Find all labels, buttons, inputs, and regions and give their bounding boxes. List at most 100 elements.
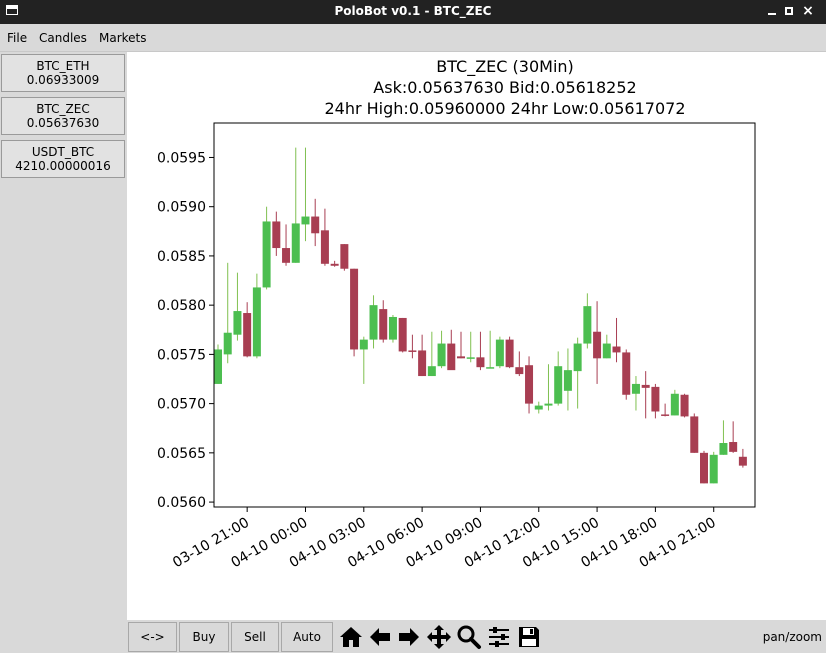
candle-body (622, 352, 631, 395)
candle-body (505, 339, 514, 368)
candle-body (729, 442, 738, 452)
y-tick-label: 0.0575 (157, 347, 206, 363)
candle (612, 317, 621, 363)
candle-body (427, 366, 436, 377)
menu-candles[interactable]: Candles (39, 31, 87, 45)
candle-body (418, 350, 427, 377)
candle (252, 273, 261, 359)
candle-body (272, 221, 281, 249)
market-sidebar: BTC_ETH 0.06933009 BTC_ZEC 0.05637630 US… (0, 52, 127, 653)
maximize-button[interactable] (782, 4, 796, 18)
candle-body (340, 244, 349, 269)
candle-body (573, 343, 582, 372)
forward-arrow-icon[interactable] (396, 624, 422, 650)
candle-body (311, 216, 320, 234)
candle (437, 330, 446, 369)
subplots-icon[interactable] (486, 624, 512, 650)
candle-body (563, 370, 572, 391)
candle (243, 302, 252, 358)
candle-body (369, 305, 378, 340)
candle (340, 244, 349, 271)
candle (729, 421, 738, 453)
candle-body (680, 394, 689, 417)
market-button-usdt-btc[interactable]: USDT_BTC 4210.00000016 (1, 140, 125, 178)
candle-body (282, 248, 291, 263)
candle-body (243, 313, 252, 357)
home-icon[interactable] (338, 624, 364, 650)
candle-body (476, 357, 485, 368)
candle-body (486, 367, 495, 369)
market-price: 4210.00000016 (15, 159, 111, 173)
candle (690, 413, 699, 453)
candle-body (612, 346, 621, 353)
candle-body (262, 221, 271, 288)
candle-body (252, 287, 261, 357)
candle (709, 451, 718, 484)
chart-ask-bid: Ask:0.05637630 Bid:0.05618252 (373, 78, 636, 97)
y-axis: 0.0560 0.0565 0.0570 0.0575 0.0580 0.0585 0.05… (157, 150, 214, 511)
candle (719, 420, 728, 455)
candle-body (330, 263, 339, 266)
market-name: BTC_ZEC (36, 102, 90, 116)
candle (350, 268, 359, 357)
candle-body (301, 216, 310, 225)
y-tick-label: 0.0595 (157, 150, 206, 166)
chart-24hr-range: 24hr High:0.05960000 24hr Low:0.05617072 (324, 99, 685, 118)
zoom-icon[interactable] (456, 624, 482, 650)
menu-file[interactable]: File (7, 31, 28, 45)
candlestick-chart[interactable]: BTC_ZEC (30Min) Ask:0.05637630 Bid:0.056… (127, 52, 826, 620)
candle-body (495, 339, 504, 367)
menu-markets[interactable]: Markets (99, 31, 147, 45)
candle (738, 448, 747, 468)
candle (525, 356, 534, 414)
chart-title: BTC_ZEC (30Min) (436, 57, 574, 77)
candle (369, 295, 378, 349)
candle-body (214, 349, 222, 384)
swap-button[interactable]: <-> (128, 622, 177, 652)
candle-body (554, 366, 563, 404)
candle-body (631, 383, 640, 394)
minimize-button[interactable] (765, 4, 779, 18)
menu-bar: File Candles Markets (0, 24, 826, 52)
candle (466, 331, 475, 363)
title-bar: PoloBot v0.1 - BTC_ZEC × (0, 0, 826, 24)
candle (554, 351, 563, 406)
candle (330, 260, 339, 267)
candle (641, 371, 650, 419)
candle-body (525, 365, 534, 404)
candle (427, 331, 436, 377)
market-button-btc-eth[interactable]: BTC_ETH 0.06933009 (1, 54, 125, 92)
y-tick-label: 0.0560 (157, 495, 206, 511)
candle-body (738, 456, 747, 466)
candle-body (466, 357, 475, 359)
chart-area[interactable]: BTC_ZEC (30Min) Ask:0.05637630 Bid:0.056… (127, 52, 826, 620)
candle (447, 329, 456, 371)
candle (515, 351, 524, 377)
save-icon[interactable] (516, 624, 542, 650)
candle (544, 364, 553, 411)
candle (534, 401, 543, 414)
market-button-btc-zec[interactable]: BTC_ZEC 0.05637630 (1, 97, 125, 135)
candle (301, 147, 310, 242)
y-tick-label: 0.0580 (157, 298, 206, 314)
candle-body (457, 356, 465, 359)
close-button[interactable]: × (802, 3, 814, 19)
auto-button[interactable]: Auto (281, 622, 333, 652)
candle (311, 198, 320, 247)
pan-icon[interactable] (426, 624, 452, 650)
candle-body (700, 452, 708, 484)
candle (661, 403, 670, 417)
candle-body (651, 386, 660, 412)
candle-body (388, 316, 397, 340)
candle-body (379, 309, 388, 340)
window-icon (6, 5, 18, 15)
buy-button[interactable]: Buy (179, 622, 229, 652)
candle (214, 344, 222, 384)
candle (563, 348, 572, 411)
sell-button[interactable]: Sell (231, 622, 279, 652)
candle-body (223, 332, 232, 355)
candle (418, 334, 427, 377)
back-arrow-icon[interactable] (367, 624, 393, 650)
candle (651, 383, 660, 419)
candle (320, 208, 329, 266)
